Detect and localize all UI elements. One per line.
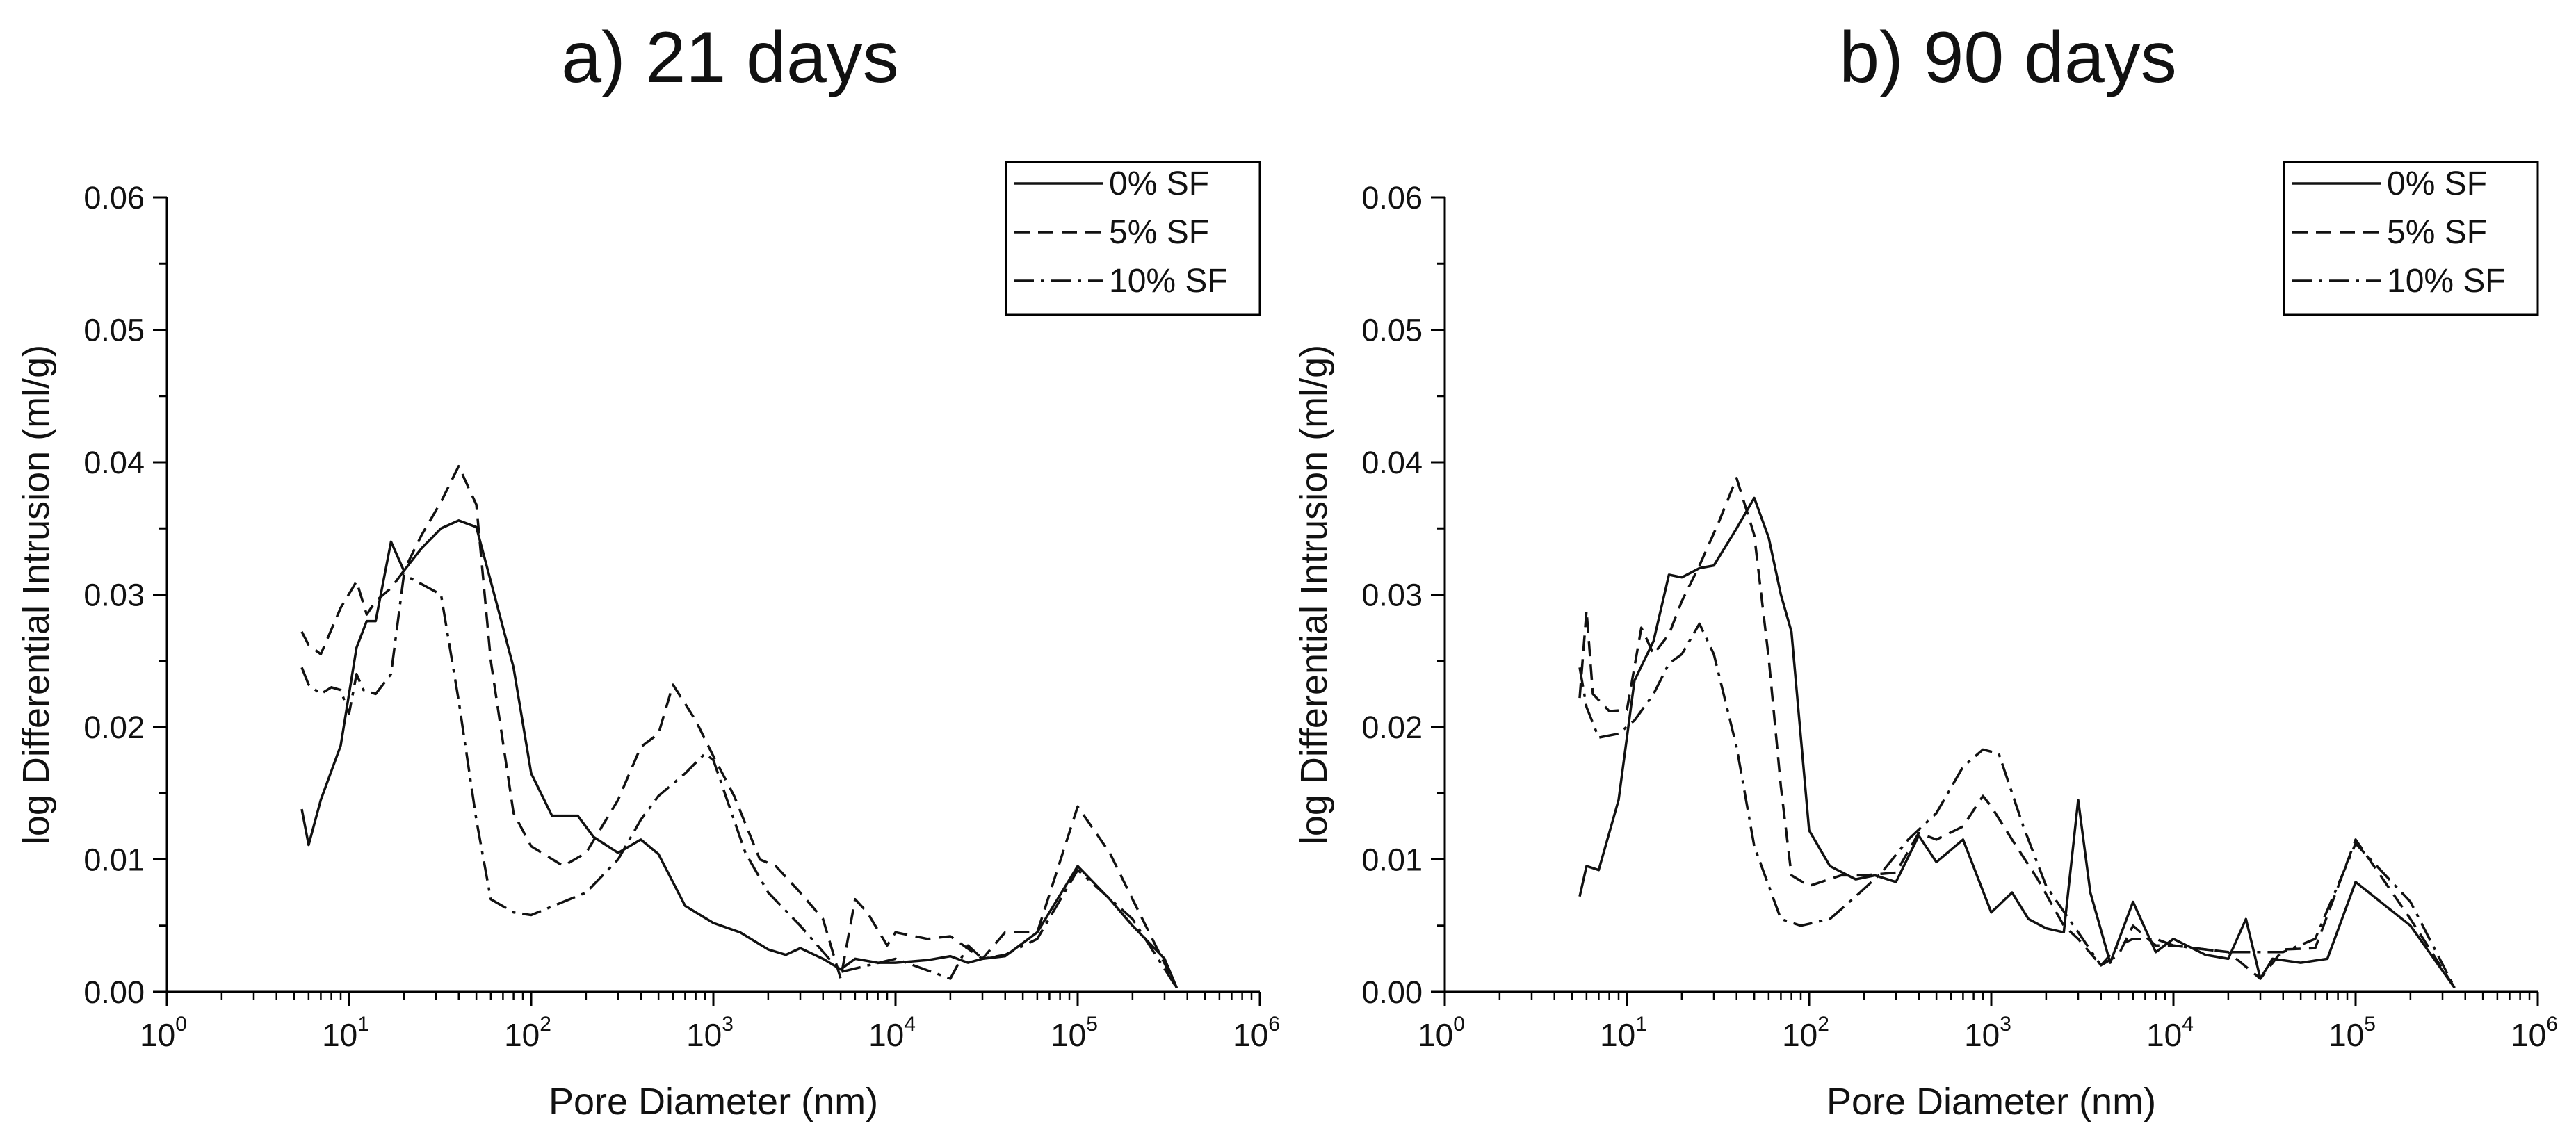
x-tick-label: 102 [504,1013,551,1053]
x-tick-base: 10 [504,1017,540,1053]
legend-box [2283,161,2539,316]
x-tick-base: 10 [1782,1017,1817,1053]
x-tick-base: 10 [2146,1017,2182,1053]
y-axis-label: log Differential Intrusion (ml/g) [1293,345,1335,845]
x-tick-base: 10 [322,1017,357,1053]
x-axis-label: Pore Diameter (nm) [1826,1081,2156,1123]
y-tick-label: 0.03 [83,578,145,613]
y-tick-label: 0.02 [83,710,145,745]
x-tick-base: 10 [868,1017,904,1053]
x-tick-base: 10 [1600,1017,1635,1053]
series-line-5-sf [1578,477,2456,989]
series-line-10-sf [1578,622,2456,989]
x-tick-exponent: 0 [175,1013,187,1036]
x-tick-base: 10 [140,1017,175,1053]
x-tick-label: 104 [868,1013,916,1053]
x-tick-exponent: 3 [722,1013,734,1036]
x-tick-label: 102 [1782,1013,1829,1053]
y-tick-label: 0.05 [1361,313,1423,348]
legend-label: 0% SF [1109,165,1209,202]
x-axis-label: Pore Diameter (nm) [549,1081,878,1123]
x-tick-exponent: 5 [1086,1013,1098,1036]
legend-label: 0% SF [2387,165,2487,202]
x-tick-label: 103 [686,1013,734,1053]
x-tick-exponent: 6 [1268,1013,1280,1036]
x-tick-label: 100 [1418,1013,1465,1053]
x-tick-label: 105 [1051,1013,1098,1053]
series-line-5-sf [300,464,1178,989]
y-tick-label: 0.04 [1361,445,1423,480]
series-line-10-sf [300,573,1178,989]
x-tick-exponent: 1 [1635,1013,1647,1036]
x-tick-exponent: 2 [1817,1013,1829,1036]
y-tick-label: 0.00 [83,974,145,1010]
x-tick-exponent: 1 [357,1013,369,1036]
y-axis-label: log Differential Intrusion (ml/g) [15,345,57,845]
chart-panel-90-days: b) 90 days0.000.010.020.030.040.050.0610… [1293,17,2558,1123]
x-tick-exponent: 3 [2000,1013,2011,1036]
x-tick-exponent: 5 [2364,1013,2376,1036]
x-tick-base: 10 [686,1017,722,1053]
y-tick-label: 0.00 [1361,974,1423,1010]
y-tick-label: 0.05 [83,313,145,348]
chart-title: a) 21 days [561,17,899,98]
x-tick-exponent: 4 [2182,1013,2194,1036]
y-tick-label: 0.06 [1361,180,1423,215]
chart-panel-21-days: a) 21 days0.000.010.020.030.040.050.0610… [15,17,1280,1123]
x-tick-label: 104 [2146,1013,2194,1053]
y-tick-label: 0.02 [1361,710,1423,745]
legend-label: 10% SF [1109,263,1228,300]
x-tick-base: 10 [2328,1017,2364,1053]
x-tick-label: 101 [1600,1013,1647,1053]
y-tick-label: 0.01 [1361,842,1423,878]
x-tick-base: 10 [1051,1017,1086,1053]
legend-label: 5% SF [1109,214,1209,251]
x-tick-exponent: 4 [904,1013,916,1036]
legend-box [1005,161,1261,316]
x-tick-exponent: 2 [540,1013,551,1036]
legend-label: 5% SF [2387,214,2487,251]
x-tick-exponent: 6 [2546,1013,2558,1036]
legend-label: 10% SF [2387,263,2506,300]
x-tick-base: 10 [1964,1017,2000,1053]
x-tick-label: 106 [2511,1013,2558,1053]
x-tick-base: 10 [2511,1017,2546,1053]
y-tick-label: 0.01 [83,842,145,878]
x-tick-label: 100 [140,1013,187,1053]
y-tick-label: 0.03 [1361,578,1423,613]
x-tick-label: 105 [2328,1013,2376,1053]
x-tick-label: 101 [322,1013,369,1053]
x-tick-base: 10 [1233,1017,1268,1053]
x-tick-exponent: 0 [1453,1013,1465,1036]
x-tick-label: 103 [1964,1013,2011,1053]
x-tick-label: 106 [1233,1013,1280,1053]
y-tick-label: 0.06 [83,180,145,215]
x-tick-base: 10 [1418,1017,1453,1053]
y-tick-label: 0.04 [83,445,145,480]
chart-title: b) 90 days [1839,17,2177,98]
series-line-0-sf [1578,496,2456,989]
series-line-0-sf [300,519,1178,988]
